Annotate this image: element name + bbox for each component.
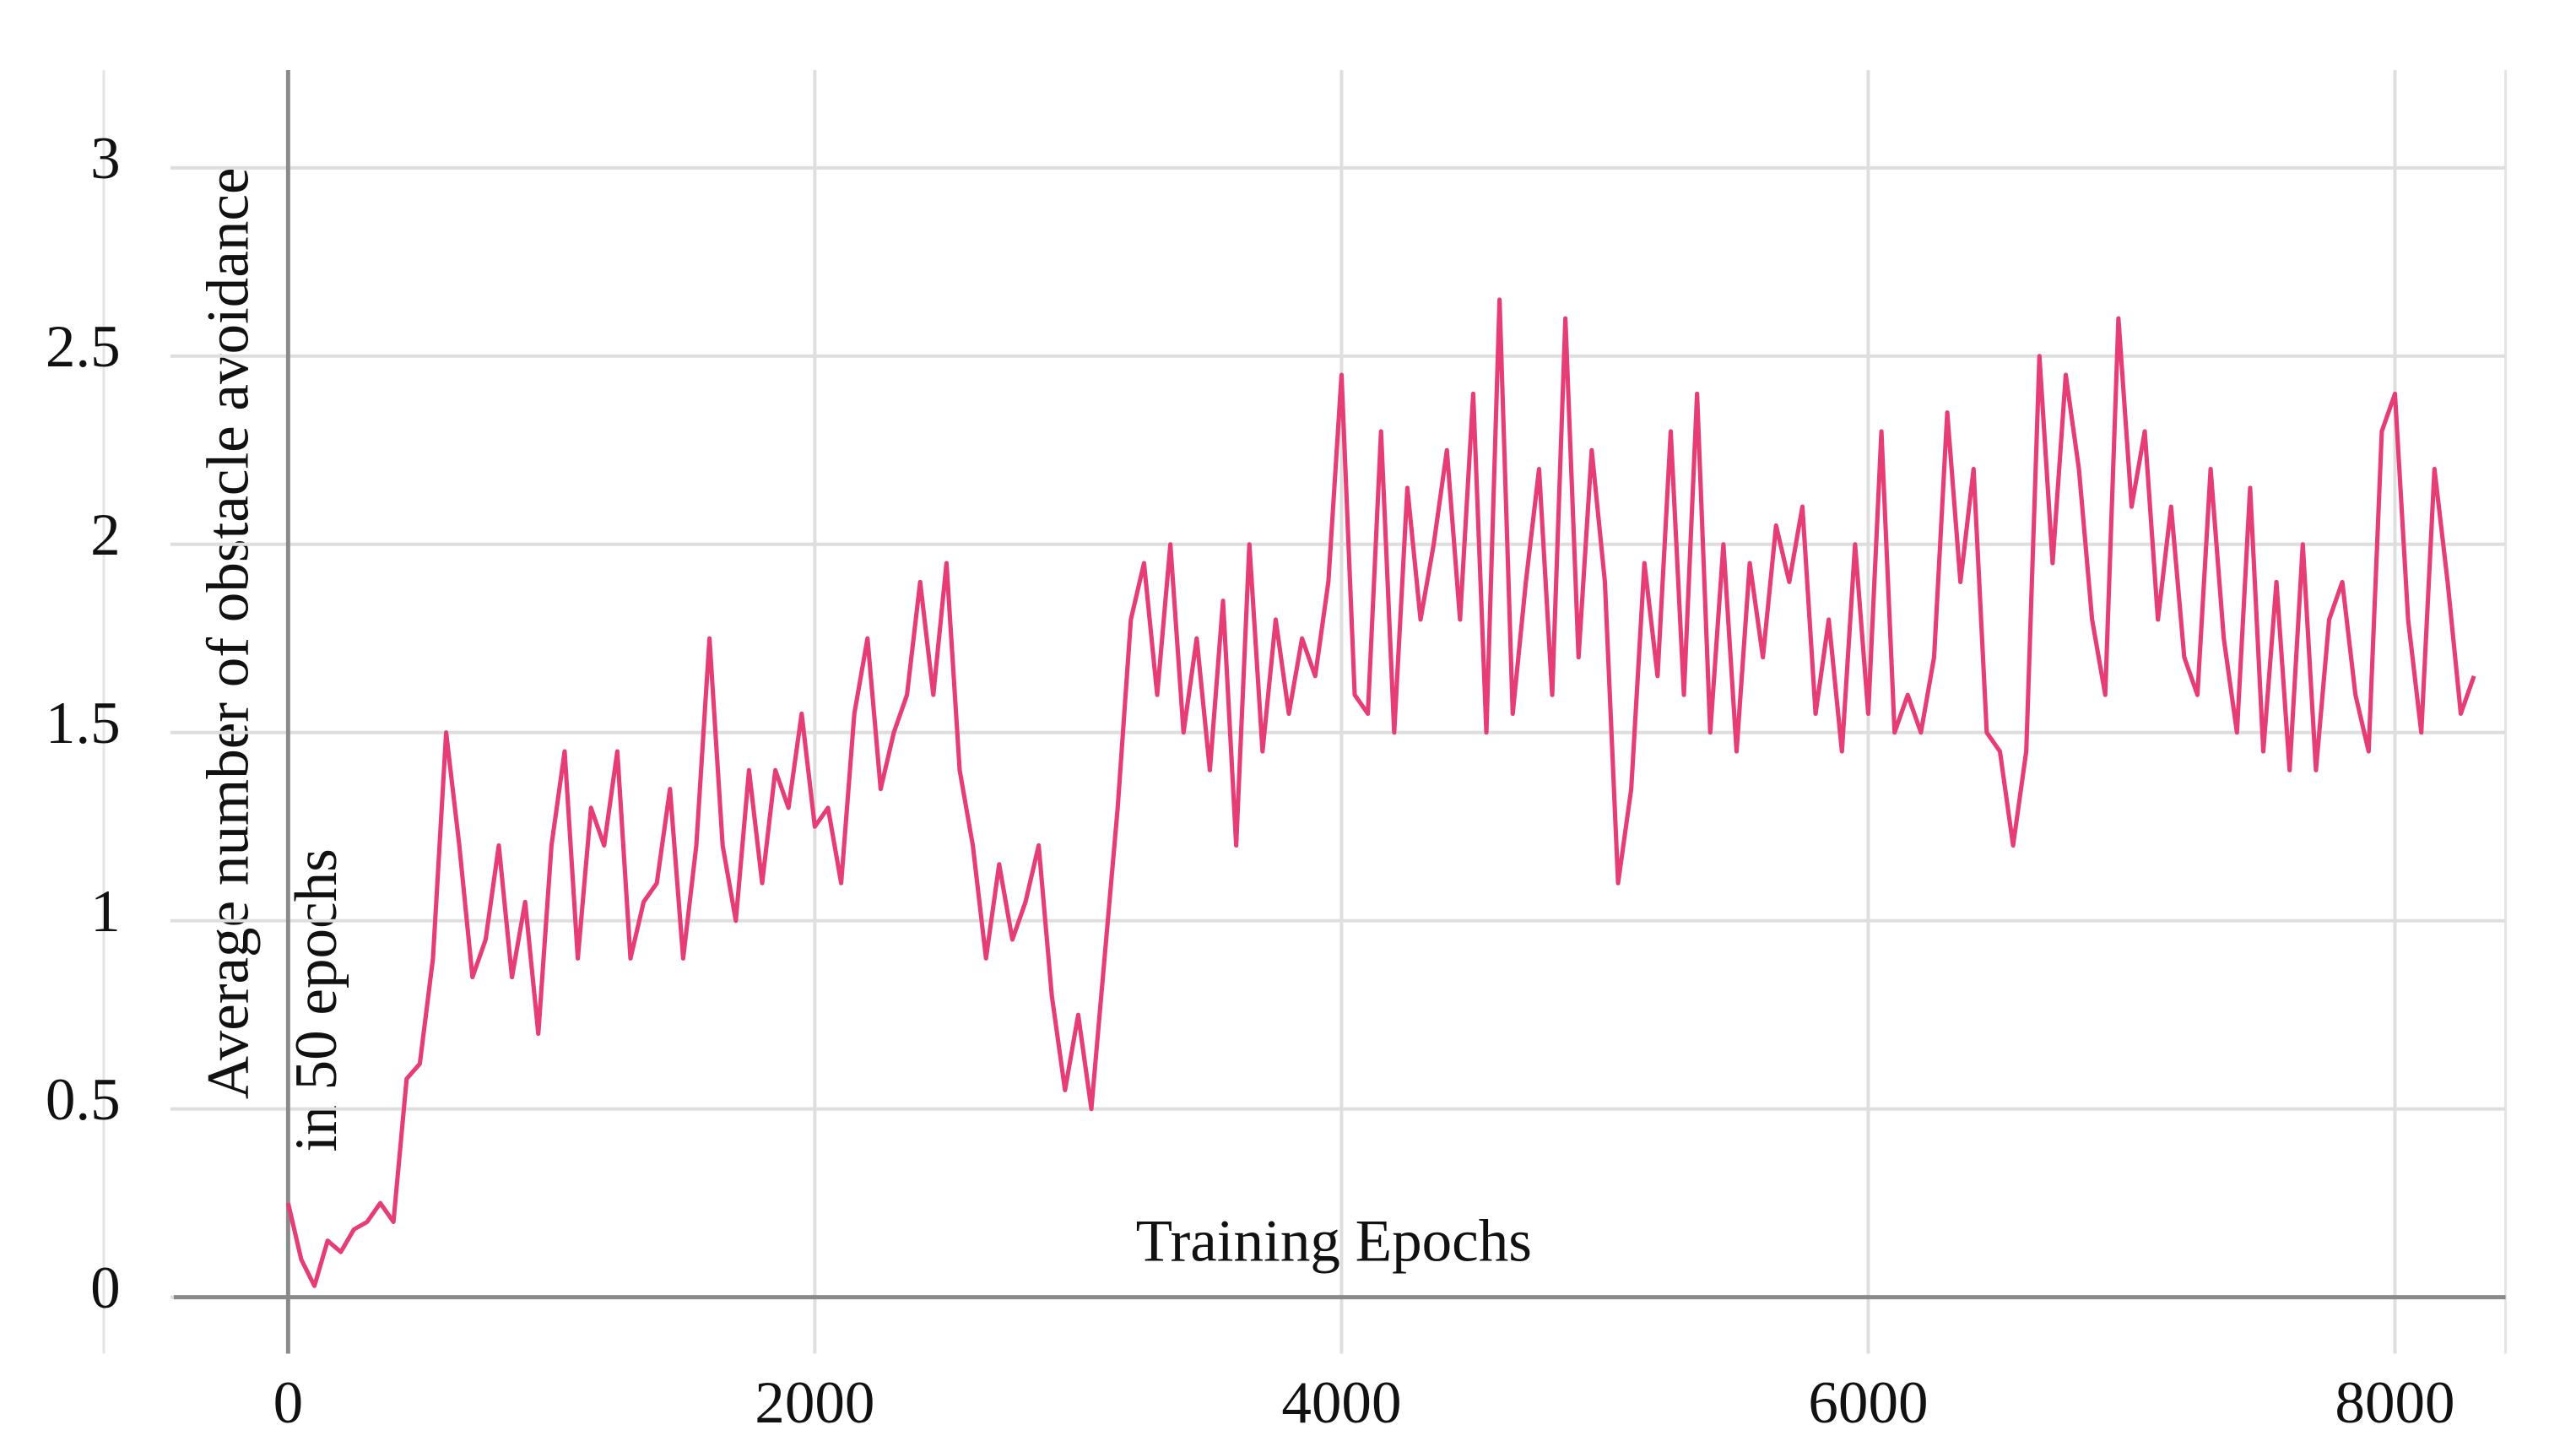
x-tick-label: 8000 bbox=[2335, 1370, 2454, 1436]
y-tick-label: 0 bbox=[90, 1255, 121, 1321]
y-tick-label: 1 bbox=[90, 879, 121, 945]
y-tick-label: 1.5 bbox=[46, 691, 121, 756]
x-tick-label: 0 bbox=[273, 1370, 304, 1436]
y-axis-label: Average number of obstacle avoidance bbox=[195, 167, 261, 1099]
line-series bbox=[285, 297, 2476, 1288]
y-tick-label: 2 bbox=[90, 502, 121, 568]
y-tick-label: 3 bbox=[90, 126, 121, 192]
y-tick-label: 0.5 bbox=[46, 1067, 121, 1133]
x-tick-label: 2000 bbox=[755, 1370, 874, 1436]
x-axis-label: Training Epochs bbox=[1136, 1208, 1532, 1274]
x-tick-label: 6000 bbox=[1808, 1370, 1928, 1436]
y-tick-label: 2.5 bbox=[46, 314, 121, 380]
x-tick-label: 4000 bbox=[1281, 1370, 1401, 1436]
y-axis-label: in 50 epochs bbox=[284, 848, 349, 1151]
